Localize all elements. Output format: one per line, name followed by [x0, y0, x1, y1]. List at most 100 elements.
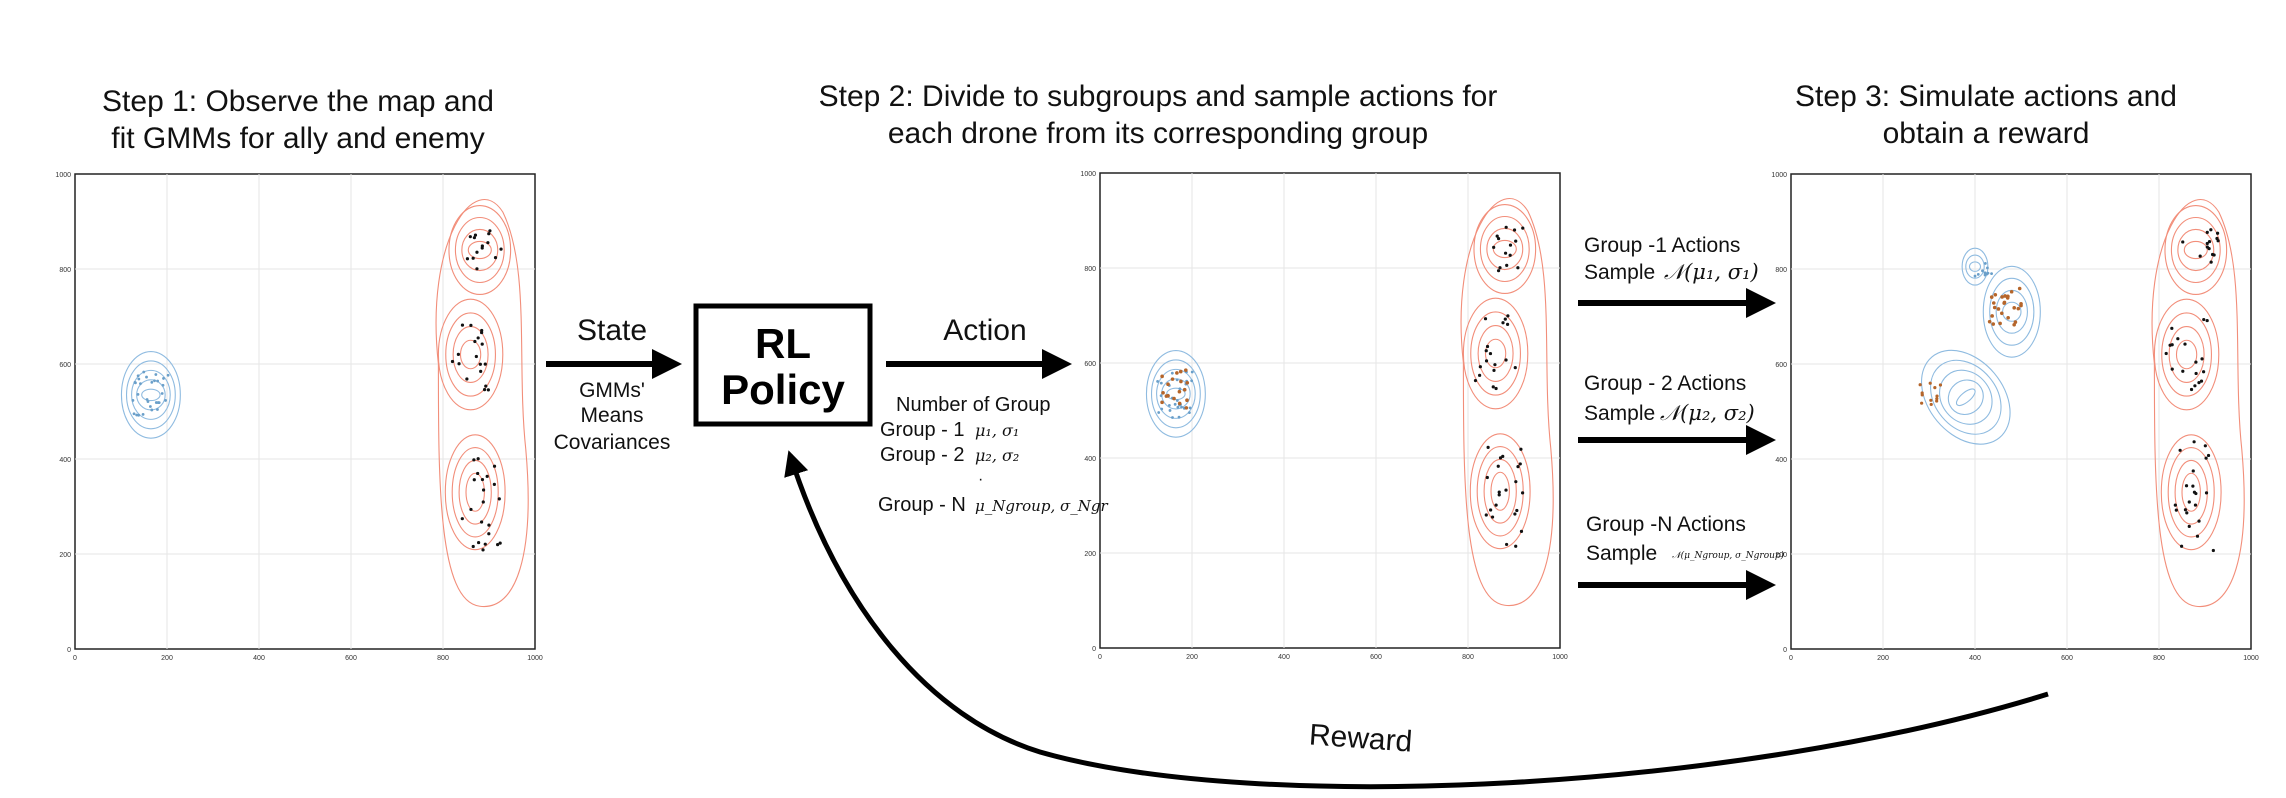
rl-policy-line1: RL	[755, 320, 811, 367]
groupn-sample-prefix: Sample	[1586, 542, 1657, 565]
enemy-drone-point	[2202, 317, 2206, 322]
enemy-drone-point	[2178, 448, 2182, 452]
state-sub-gmms: GMMs'	[579, 379, 645, 402]
enemy-drone-point	[2192, 440, 2196, 444]
action-ellipsis: ·	[978, 471, 983, 488]
sampled-ally-action-point	[2005, 296, 2010, 300]
ally-drone-point	[1190, 379, 1194, 383]
enemy-drone-point	[1513, 365, 1517, 370]
ally-drone-point	[1160, 407, 1164, 411]
step2-title-line2: each drone from its corresponding group	[888, 117, 1428, 150]
ally-drone-point	[161, 383, 165, 387]
y-tick-label: 400	[1775, 457, 1787, 464]
y-tick-label: 800	[1084, 266, 1096, 273]
plot-frame	[74, 173, 536, 650]
enemy-drone-point	[2206, 453, 2211, 458]
sampled-ally-action-point	[1991, 322, 1996, 326]
enemy-drone-point	[1478, 373, 1482, 377]
step3-title-line1: Step 3: Simulate actions and	[1795, 80, 2177, 113]
enemy-contour	[454, 216, 505, 284]
enemy-drone-point	[1508, 253, 1512, 257]
enemy-drone-point	[2205, 245, 2209, 249]
enemy-contour	[2183, 240, 2208, 260]
y-tick-label: 1000	[1080, 171, 1096, 178]
sampled-ally-action-point	[1992, 305, 1997, 310]
sampled-ally-action-point	[1938, 383, 1943, 387]
enemy-drone-point	[1497, 490, 1501, 494]
enemy-drone-point	[1519, 529, 1524, 533]
ally-drone-point	[142, 370, 146, 374]
sampled-ally-action-point	[1184, 368, 1188, 372]
enemy-drone-point	[1473, 379, 1478, 383]
sampled-ally-action-point	[2012, 306, 2017, 310]
sampled-ally-action-point	[1185, 381, 1190, 385]
sampled-ally-action-point	[1990, 314, 1994, 318]
x-tick-label: 200	[1186, 654, 1198, 661]
enemy-drone-point	[2184, 484, 2189, 488]
sampled-ally-action-point	[1177, 401, 1182, 406]
enemy-drone-point	[476, 471, 480, 476]
enemy-drone-point	[2209, 260, 2213, 264]
enemy-drone-point	[481, 548, 485, 552]
enemy-drone-point	[2193, 384, 2197, 388]
enemy-contour	[2175, 339, 2198, 370]
ally-drone-point	[1188, 411, 1191, 415]
sampled-ally-action-point	[1177, 389, 1182, 394]
sampled-ally-action-point	[1918, 383, 1922, 387]
ally-drone-point	[1188, 406, 1192, 410]
enemy-drone-point	[480, 246, 484, 250]
enemy-drone-point	[1505, 542, 1509, 547]
enemy-drone-point	[2170, 326, 2174, 330]
ally-drone-point	[132, 412, 136, 416]
sampled-ally-action-point	[1185, 398, 1189, 402]
y-tick-label: 0	[67, 647, 71, 654]
enemy-drone-point	[471, 544, 475, 549]
ally-drone-point	[1176, 405, 1180, 409]
ally-drone-point	[166, 373, 170, 377]
ally-drone-point	[160, 392, 164, 395]
action-groupn-params: μ_Ngroup, σ_Ngr	[975, 497, 1108, 515]
enemy-drone-point	[1512, 228, 1517, 232]
ally-drone-point	[135, 413, 139, 417]
plot-frame	[1790, 173, 2252, 650]
y-tick-label: 1000	[1771, 172, 1787, 179]
enemy-drone-point	[486, 241, 490, 245]
enemy-drone-point	[1494, 503, 1498, 507]
enemy-drone-point	[1514, 544, 1518, 548]
enemy-drone-point	[2199, 379, 2204, 383]
enemy-contour	[1477, 325, 1514, 382]
sampled-ally-action-point	[1935, 399, 1939, 403]
enemy-drone-point	[1501, 321, 1505, 325]
enemy-drone-point	[2200, 357, 2204, 361]
enemy-drone-point	[481, 488, 486, 492]
group2-sample-prefix: Sample	[1584, 402, 1655, 425]
enemy-contour	[1476, 446, 1524, 537]
enemy-drone-point	[2183, 342, 2187, 346]
sampled-ally-action-point	[1184, 406, 1189, 410]
enemy-contour	[444, 434, 506, 551]
sampled-ally-action-point	[2002, 300, 2007, 305]
ally-drone-point	[1178, 387, 1182, 391]
ally-drone-point	[1168, 409, 1172, 412]
enemy-drone-point	[2191, 469, 2195, 473]
enemy-drone-point	[2183, 508, 2188, 512]
sampled-ally-action-point	[1175, 371, 1179, 375]
group2-sample-formula: 𝒩(μ₂, σ₂)	[1660, 401, 1755, 425]
ally-drone-point	[1171, 416, 1174, 419]
sampled-ally-action-point	[2003, 294, 2007, 298]
enemy-drone-point	[2201, 370, 2206, 374]
x-tick-label: 1000	[527, 655, 543, 662]
enemy-contour	[1460, 198, 1554, 606]
y-tick-label: 200	[59, 552, 71, 559]
enemy-drone-point	[1520, 491, 1525, 495]
ally-drone-point	[136, 374, 140, 378]
ally-drone-point	[1159, 381, 1163, 385]
enemy-drone-point	[2215, 231, 2220, 235]
enemy-drone-point	[1505, 322, 1510, 326]
enemy-drone-point	[2174, 508, 2178, 512]
enemy-drone-point	[1483, 317, 1488, 321]
enemy-drone-point	[460, 323, 465, 327]
enemy-drone-point	[487, 232, 491, 236]
x-tick-label: 600	[2061, 655, 2073, 662]
